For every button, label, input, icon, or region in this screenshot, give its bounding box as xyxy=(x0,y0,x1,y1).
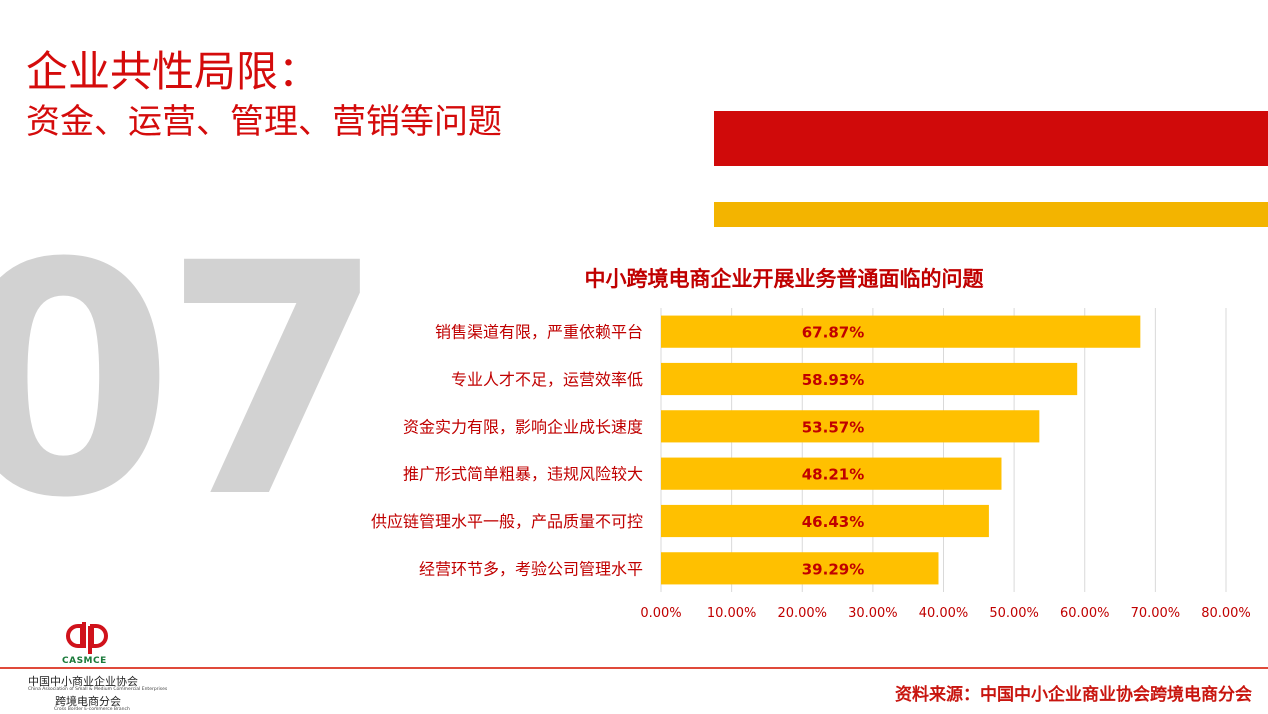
bars xyxy=(661,315,1141,585)
x-tick-label: 10.00% xyxy=(707,606,757,621)
x-tick-label: 60.00% xyxy=(1060,606,1110,621)
decorative-yellow-band xyxy=(714,202,1268,227)
decorative-red-band xyxy=(714,111,1268,166)
category-label: 经营环节多，考验公司管理水平 xyxy=(419,559,643,578)
bar xyxy=(661,552,939,585)
x-tick-label: 70.00% xyxy=(1131,606,1181,621)
bar xyxy=(661,410,1040,443)
footer-divider xyxy=(0,667,1268,669)
x-axis-tick-labels: 0.00% 10.00% 20.00% 30.00% 40.00% 50.00% 60.00… xyxy=(640,606,1250,621)
org-name-en: China Association of Small & Medium Comm… xyxy=(28,687,168,692)
bar-chart: 中小跨境电商企业开展业务普通面临的问题 销售渠道有限，严重依赖平台专业人才不足，… xyxy=(371,267,1251,621)
data-label: 39.29% xyxy=(802,560,864,578)
data-label: 58.93% xyxy=(802,371,864,389)
slide-subtitle: 资金、运营、管理、营销等问题 xyxy=(26,102,502,142)
category-label: 资金实力有限，影响企业成长速度 xyxy=(403,417,643,436)
category-label: 专业人才不足，运营效率低 xyxy=(451,370,643,389)
grid-lines xyxy=(660,308,1227,592)
logo-text: CASMCE xyxy=(62,656,107,666)
value-labels: 67.87% 58.93% 53.57% 48.21% 46.43% 39.29% xyxy=(802,324,864,579)
branch-name-en: Cross Border E-commerce Branch xyxy=(54,707,130,712)
org-name-cn: 中国中小商业企业协会 xyxy=(28,675,138,688)
chart-title: 中小跨境电商企业开展业务普通面临的问题 xyxy=(585,267,985,291)
category-label: 销售渠道有限，严重依赖平台 xyxy=(435,323,643,342)
x-tick-label: 40.00% xyxy=(919,606,969,621)
casmce-logo-icon xyxy=(66,622,108,654)
data-label: 53.57% xyxy=(802,418,864,436)
branch-name-cn: 跨境电商分会 xyxy=(55,695,121,708)
bar xyxy=(661,362,1078,396)
data-label: 67.87% xyxy=(802,324,864,342)
category-label: 推广形式简单粗暴，违规风险较大 xyxy=(403,465,643,484)
x-tick-label: 80.00% xyxy=(1201,606,1251,621)
bar xyxy=(661,457,1002,490)
bar xyxy=(661,504,989,538)
category-labels: 销售渠道有限，严重依赖平台专业人才不足，运营效率低资金实力有限，影响企业成长速度… xyxy=(371,323,643,579)
x-tick-label: 30.00% xyxy=(848,606,898,621)
x-tick-label: 20.00% xyxy=(777,606,827,621)
x-tick-label: 50.00% xyxy=(989,606,1039,621)
slide-title: 企业共性局限： xyxy=(26,47,321,96)
section-number: 07 xyxy=(0,196,385,568)
data-label: 48.21% xyxy=(802,466,864,484)
x-tick-label: 0.00% xyxy=(640,606,681,621)
bar xyxy=(661,315,1141,348)
data-source: 资料来源：中国中小企业商业协会跨境电商分会 xyxy=(895,685,1252,705)
category-label: 供应链管理水平一般，产品质量不可控 xyxy=(371,512,643,531)
data-label: 46.43% xyxy=(802,513,864,531)
